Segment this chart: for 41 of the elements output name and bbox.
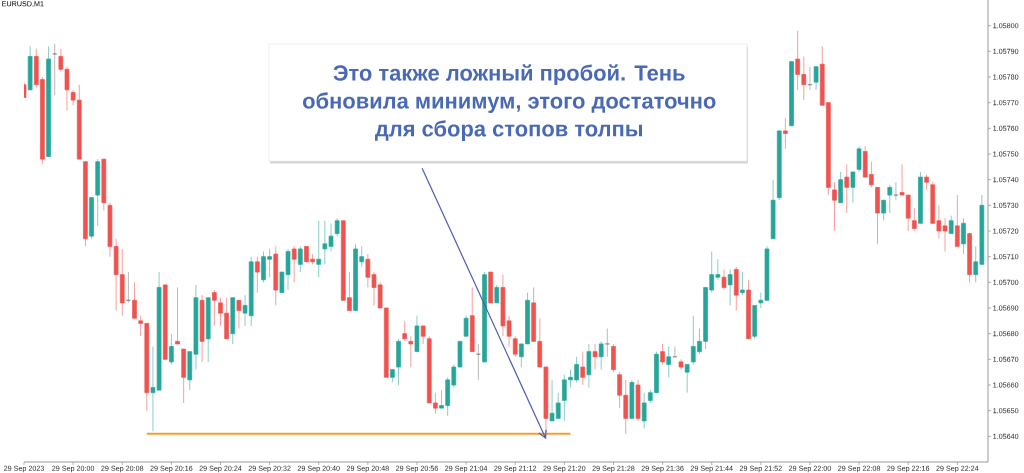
candlestick (512, 335, 518, 358)
candlestick (291, 245, 297, 283)
candlestick (666, 346, 672, 378)
candlestick (912, 207, 917, 232)
candlestick (52, 43, 58, 96)
candlestick (580, 351, 586, 386)
candlestick (721, 269, 727, 291)
candlestick (881, 199, 886, 222)
candlestick (408, 335, 414, 368)
candlestick (813, 66, 819, 91)
candlestick (955, 194, 960, 247)
candlestick (316, 220, 322, 278)
candlestick (838, 171, 843, 204)
candlestick (740, 271, 745, 296)
annotation: Это также ложный пробой. Тень обновила минимум, этого достаточно для сбора стопов толпы (303, 64, 716, 141)
candlestick (832, 181, 837, 232)
candlestick (463, 315, 469, 337)
candlestick (844, 163, 850, 214)
candlestick (684, 363, 690, 394)
candlestick (586, 343, 592, 389)
candlestick (132, 281, 137, 319)
candlestick (727, 269, 733, 306)
candlestick (592, 343, 598, 371)
candlestick (893, 181, 899, 201)
candlestick (856, 145, 862, 173)
candlestick (605, 328, 610, 358)
candlestick (611, 343, 616, 373)
candlestick (255, 256, 260, 294)
candlestick (641, 392, 647, 430)
candlestick (297, 245, 303, 273)
candlestick (402, 320, 408, 342)
candlestick (850, 171, 856, 204)
candlestick (660, 343, 665, 365)
candlestick (783, 117, 788, 150)
candlestick (598, 340, 604, 371)
candlestick (887, 184, 893, 214)
candlestick (175, 286, 180, 345)
candlestick (236, 299, 242, 330)
candlestick (961, 217, 966, 255)
candlestick (212, 289, 217, 327)
candlestick (169, 333, 174, 365)
